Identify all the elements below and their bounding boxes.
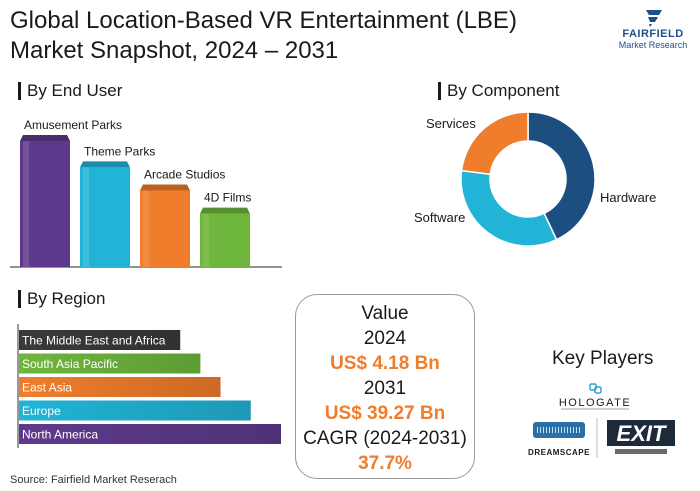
- region-label-1: South Asia Pacific: [22, 357, 118, 371]
- region-label-4: North America: [22, 428, 98, 442]
- region-bar-2: [19, 377, 221, 397]
- dreamscape-text: DREAMSCAPE: [528, 448, 590, 457]
- end-user-bar-1: [80, 161, 130, 267]
- cagr-label: CAGR (2024-2031): [303, 428, 467, 449]
- value-year-2024: 2024: [363, 328, 407, 349]
- end-user-label-1: Theme Parks: [84, 144, 155, 158]
- region-bar-4: [19, 424, 281, 444]
- component-slice-1: [460, 169, 558, 247]
- market-value-box: Value 2024 US$ 4.18 Bn 2031 US$ 39.27 Bn…: [295, 294, 475, 479]
- end-user-label-3: 4D Films: [204, 191, 251, 205]
- exit-logo: EXIT: [607, 420, 675, 454]
- region-bar-1: [19, 353, 201, 374]
- value-year-2031: 2031: [363, 378, 407, 399]
- title-line-2: Market Snapshot, 2024 – 2031: [10, 37, 339, 64]
- title-line-1: Global Location-Based VR Entertainment (…: [10, 7, 517, 34]
- component-slice-0: [527, 111, 596, 241]
- end-user-label-0: Amusement Parks: [24, 118, 122, 132]
- logo-mark-icon: [610, 6, 696, 28]
- key-players-title: Key Players: [552, 348, 654, 369]
- component-label-1: Software: [414, 210, 465, 225]
- logo-name: FAIRFIELD: [622, 28, 684, 40]
- end-user-bar-0: [20, 135, 70, 267]
- logo-sub: Market Research: [618, 40, 688, 50]
- component-label-0: Hardware: [600, 190, 656, 205]
- section-region: By Region: [18, 290, 105, 308]
- value-label: Value: [361, 303, 409, 324]
- component-donut-chart: Hardware Software Services: [414, 111, 656, 247]
- dreamscape-logo: DREAMSCAPE: [528, 422, 590, 457]
- section-component: By Component: [438, 82, 559, 100]
- fairfield-logo: FAIRFIELD Market Research: [610, 6, 696, 50]
- end-user-bar-3: [200, 207, 250, 267]
- region-label-2: East Asia: [22, 381, 72, 395]
- exit-text: EXIT: [617, 421, 667, 446]
- key-player-logos: HOLOGATE DREAMSCAPE EXIT: [528, 383, 675, 458]
- hologate-text: HOLOGATE: [559, 397, 631, 409]
- component-slice-2: [460, 111, 529, 176]
- region-bar-0: [19, 330, 181, 350]
- end-user-label-2: Arcade Studios: [144, 168, 225, 182]
- page-title: Global Location-Based VR Entertainment (…: [10, 6, 517, 66]
- source-note: Source: Fairfield Market Reserach: [10, 474, 177, 486]
- end-user-chart: Amusement Parks Theme Parks Arcade Studios…: [10, 118, 282, 268]
- region-chart: The Middle East and Africa South Asia Pac…: [17, 324, 281, 448]
- value-2031: US$ 39.27 Bn: [324, 403, 446, 424]
- value-2024: US$ 4.18 Bn: [330, 353, 440, 374]
- end-user-bar-2: [140, 184, 190, 267]
- region-bar-3: [19, 400, 251, 421]
- cagr-value: 37.7%: [358, 453, 412, 474]
- hologate-logo: HOLOGATE: [559, 383, 631, 410]
- component-label-2: Services: [426, 116, 476, 131]
- section-end-user: By End User: [18, 82, 122, 100]
- region-label-3: Europe: [22, 404, 61, 418]
- region-label-0: The Middle East and Africa: [22, 334, 166, 348]
